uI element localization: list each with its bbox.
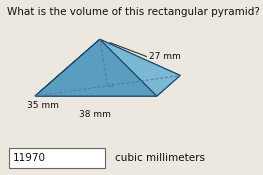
Text: 38 mm: 38 mm xyxy=(79,110,111,119)
Polygon shape xyxy=(35,75,180,96)
Text: 27 mm: 27 mm xyxy=(149,52,181,61)
FancyBboxPatch shape xyxy=(9,148,105,169)
Text: What is the volume of this rectangular pyramid?: What is the volume of this rectangular p… xyxy=(7,6,259,17)
Polygon shape xyxy=(35,39,157,96)
Text: cubic millimeters: cubic millimeters xyxy=(115,153,205,163)
Polygon shape xyxy=(58,39,180,75)
Polygon shape xyxy=(100,39,180,96)
Polygon shape xyxy=(35,39,100,96)
Text: 11970: 11970 xyxy=(13,153,46,163)
Text: 35 mm: 35 mm xyxy=(27,101,59,110)
